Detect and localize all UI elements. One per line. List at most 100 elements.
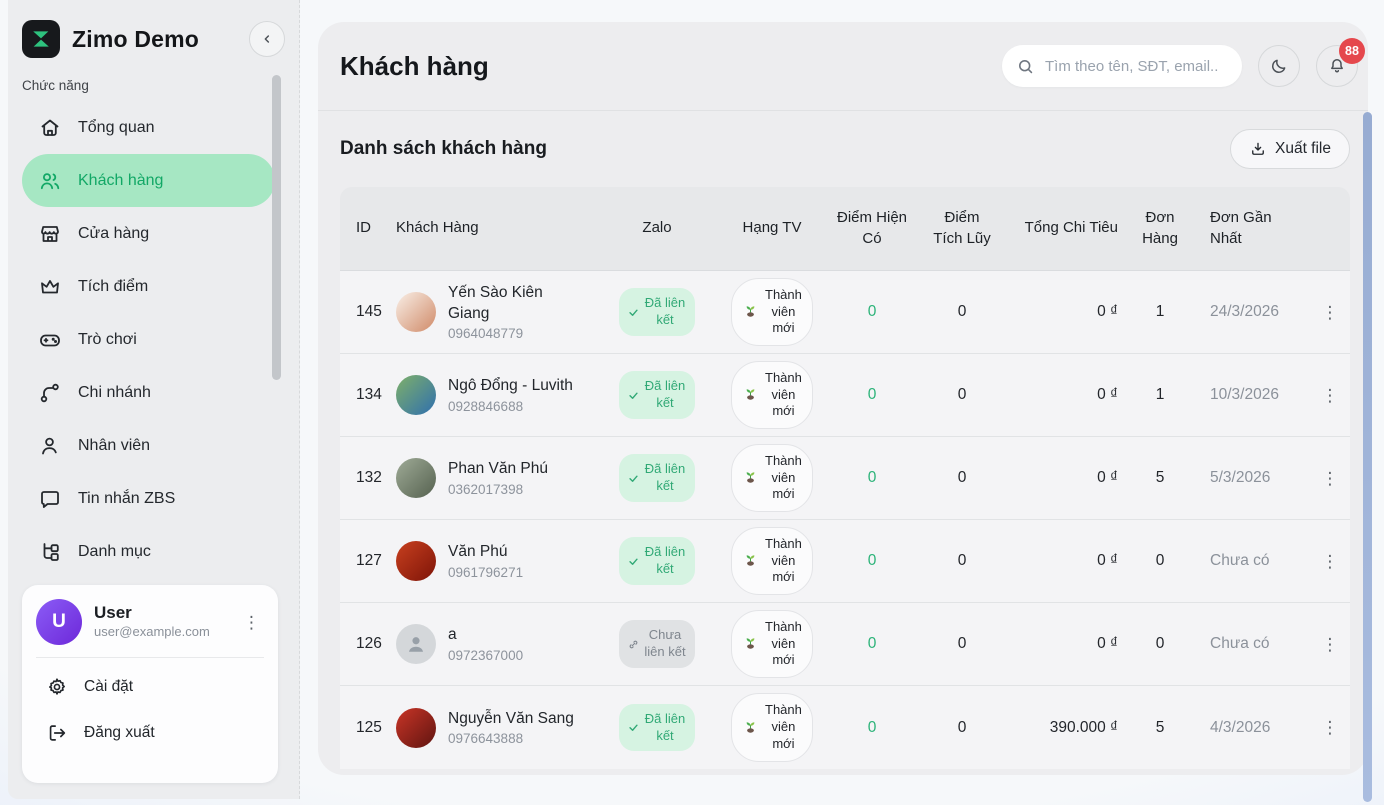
export-file-button[interactable]: Xuất file (1229, 129, 1350, 169)
check-icon (628, 390, 639, 401)
sidebar-scrollbar[interactable] (272, 75, 281, 380)
moon-icon (1272, 59, 1286, 73)
cell-points-current: 0 (867, 552, 877, 569)
row-menu-button[interactable]: ⋮ (1321, 385, 1339, 405)
category-icon (38, 540, 62, 564)
sidebar-item-gamepad[interactable]: Trò chơi (22, 313, 275, 366)
customer-avatar (396, 292, 436, 332)
sidebar-item-store[interactable]: Cửa hàng (22, 207, 275, 260)
table-row[interactable]: 132 Phan Văn Phú 0362017398 Đã liên kết … (340, 437, 1350, 520)
zalo-status-badge: Đã liên kết (619, 537, 695, 585)
customer-phone: 0362017398 (448, 481, 524, 497)
customer-table: ID Khách Hàng Zalo Hạng TV Điểm Hiện Có … (340, 187, 1350, 769)
table-row[interactable]: 127 Văn Phú 0961796271 Đã liên kết Thành… (340, 520, 1350, 603)
cell-tier: Thành viên mới (718, 609, 826, 679)
cell-tier: Thành viên mới (718, 360, 826, 430)
column-header-points-total: Điểm Tích Lũy (933, 209, 991, 247)
cell-total-spend: 0 ₫ (1097, 303, 1118, 320)
search-input[interactable] (1043, 56, 1246, 76)
cell-points-total: 0 (957, 303, 967, 320)
row-menu-button[interactable]: ⋮ (1321, 634, 1339, 654)
cell-points-current: 0 (867, 386, 877, 403)
seedling-icon (743, 470, 758, 485)
cell-points-total: 0 (957, 635, 967, 652)
download-icon (1252, 142, 1264, 155)
seedling-icon (743, 553, 758, 568)
row-menu-button[interactable]: ⋮ (1321, 718, 1339, 737)
page-title: Khách hàng (340, 50, 489, 81)
sidebar-item-home[interactable]: Tổng quan (22, 101, 275, 154)
search-box[interactable] (1002, 45, 1246, 87)
notification-count-badge: 88 (1339, 38, 1365, 64)
notifications-button[interactable]: 88 (1316, 38, 1365, 87)
row-menu-button[interactable]: ⋮ (1321, 551, 1339, 571)
sidebar-item-crown[interactable]: Tích điểm (22, 260, 275, 313)
list-header: Danh sách khách hàng Xuất file (318, 111, 1368, 187)
user-menu-button[interactable]: ⋮ (243, 612, 260, 632)
cell-id: 125 (356, 718, 382, 736)
cell-points-current: 0 (867, 718, 877, 736)
table-row[interactable]: 125 Nguyễn Văn Sang 0976643888 Đã liên k… (340, 686, 1350, 769)
cell-points-current: 0 (867, 469, 877, 486)
row-menu-button[interactable]: ⋮ (1321, 302, 1339, 322)
cell-id: 126 (356, 635, 382, 652)
app-logo (22, 20, 60, 58)
customer-name: a (448, 626, 457, 644)
user-row[interactable]: U User user@example.com ⋮ (36, 599, 264, 645)
cell-order-count: 5 (1155, 718, 1165, 736)
zalo-status-badge: Chưa liên kết (619, 620, 695, 668)
user-card: U User user@example.com ⋮ Cài đặt Đăng x… (22, 585, 278, 783)
sidebar-item-message[interactable]: Tin nhắn ZBS (22, 472, 275, 525)
cell-last-order: Chưa có (1210, 552, 1270, 569)
table-row[interactable]: 126 a 0972367000 Chưa liên kết Thành viê… (340, 603, 1350, 686)
table-row[interactable]: 145 Yến Sào Kiên Giang 0964048779 Đã liê… (340, 271, 1350, 354)
cell-customer: Nguyễn Văn Sang 0976643888 (396, 707, 596, 748)
gear-icon (46, 676, 68, 698)
sidebar-item-branch[interactable]: Chi nhánh (22, 366, 275, 419)
logout-item[interactable]: Đăng xuất (36, 710, 264, 756)
customer-name: Văn Phú (448, 543, 508, 561)
zalo-status-badge: Đã liên kết (619, 454, 695, 502)
table-row[interactable]: 134 Ngô Đổng - Luvith 0928846688 Đã liên… (340, 354, 1350, 437)
search-icon (1019, 59, 1033, 73)
cell-customer: Ngô Đổng - Luvith 0928846688 (396, 375, 596, 415)
column-header-tier: Hạng TV (742, 219, 802, 237)
cell-order-count: 1 (1155, 303, 1165, 320)
avatar: U (36, 599, 82, 645)
cell-total-spend: 390.000 ₫ (1049, 718, 1118, 736)
cell-last-order: 5/3/2026 (1210, 469, 1271, 486)
cell-last-order: 4/3/2026 (1210, 718, 1271, 736)
customer-name: Phan Văn Phú (448, 460, 548, 478)
cell-id: 127 (356, 552, 382, 569)
customer-avatar (396, 458, 436, 498)
chevron-left-icon (264, 35, 270, 43)
cell-id: 134 (356, 386, 382, 403)
sidebar-section-label: Chức năng (22, 78, 89, 93)
seedling-icon (743, 636, 758, 651)
sidebar-collapse-button[interactable] (249, 21, 285, 57)
column-header-zalo: Zalo (642, 219, 672, 237)
cell-id: 145 (356, 303, 382, 320)
crown-icon (38, 275, 62, 299)
theme-toggle-button[interactable] (1258, 45, 1300, 87)
tier-badge: Thành viên mới (731, 609, 813, 679)
sidebar-item-category[interactable]: Danh mục (22, 525, 275, 578)
sidebar-item-users[interactable]: Khách hàng (22, 154, 275, 207)
cell-points-total: 0 (957, 718, 967, 736)
row-menu-button[interactable]: ⋮ (1321, 468, 1339, 488)
sidebar: Zimo Demo Chức năng Tổng quan Khách hàng… (8, 0, 300, 799)
main-scrollbar[interactable] (1363, 112, 1372, 802)
customer-phone: 0928846688 (448, 398, 524, 414)
customer-name: Nguyễn Văn Sang (448, 709, 574, 727)
cell-last-order: 10/3/2026 (1210, 386, 1279, 403)
customer-avatar (396, 375, 436, 415)
customer-name: Yến Sào Kiên Giang (448, 284, 543, 322)
cell-zalo: Chưa liên kết (596, 620, 718, 668)
settings-item[interactable]: Cài đặt (36, 664, 264, 710)
cell-total-spend: 0 ₫ (1097, 469, 1118, 486)
divider (36, 657, 264, 658)
seedling-icon (743, 304, 758, 319)
column-header-orders: Đơn Hàng (1142, 209, 1178, 247)
sidebar-item-user[interactable]: Nhân viên (22, 419, 275, 472)
cell-points-total: 0 (957, 552, 967, 569)
